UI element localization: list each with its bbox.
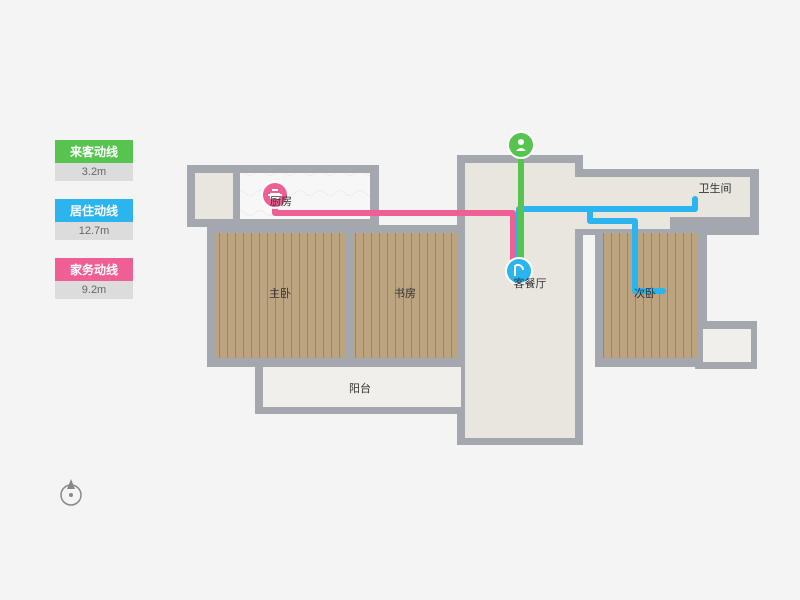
floor-plan: 厨房客餐厅 卫生间主卧 书房 次卧阳台: [195, 163, 755, 453]
room-label-living: 客餐厅: [514, 275, 547, 291]
room-label-bath: 卫生间: [699, 180, 732, 196]
compass-icon: [55, 475, 87, 507]
marker-guest: [508, 132, 534, 158]
legend-label: 家务动线: [55, 258, 133, 281]
legend: 来客动线 3.2m 居住动线 12.7m 家务动线 9.2m: [55, 140, 133, 317]
room-label-kitchen: 厨房: [270, 193, 292, 209]
legend-value: 12.7m: [55, 222, 133, 240]
room-sbalc: [703, 329, 751, 362]
room-label-balcony: 阳台: [349, 380, 371, 396]
room-label-second: 次卧: [634, 285, 656, 301]
room-entry: [195, 173, 233, 219]
legend-value: 9.2m: [55, 281, 133, 299]
legend-item-chore: 家务动线 9.2m: [55, 258, 133, 299]
legend-item-live: 居住动线 12.7m: [55, 199, 133, 240]
room-label-master: 主卧: [269, 285, 291, 301]
legend-item-guest: 来客动线 3.2m: [55, 140, 133, 181]
legend-label: 居住动线: [55, 199, 133, 222]
legend-value: 3.2m: [55, 163, 133, 181]
legend-label: 来客动线: [55, 140, 133, 163]
room-label-study: 书房: [394, 285, 416, 301]
